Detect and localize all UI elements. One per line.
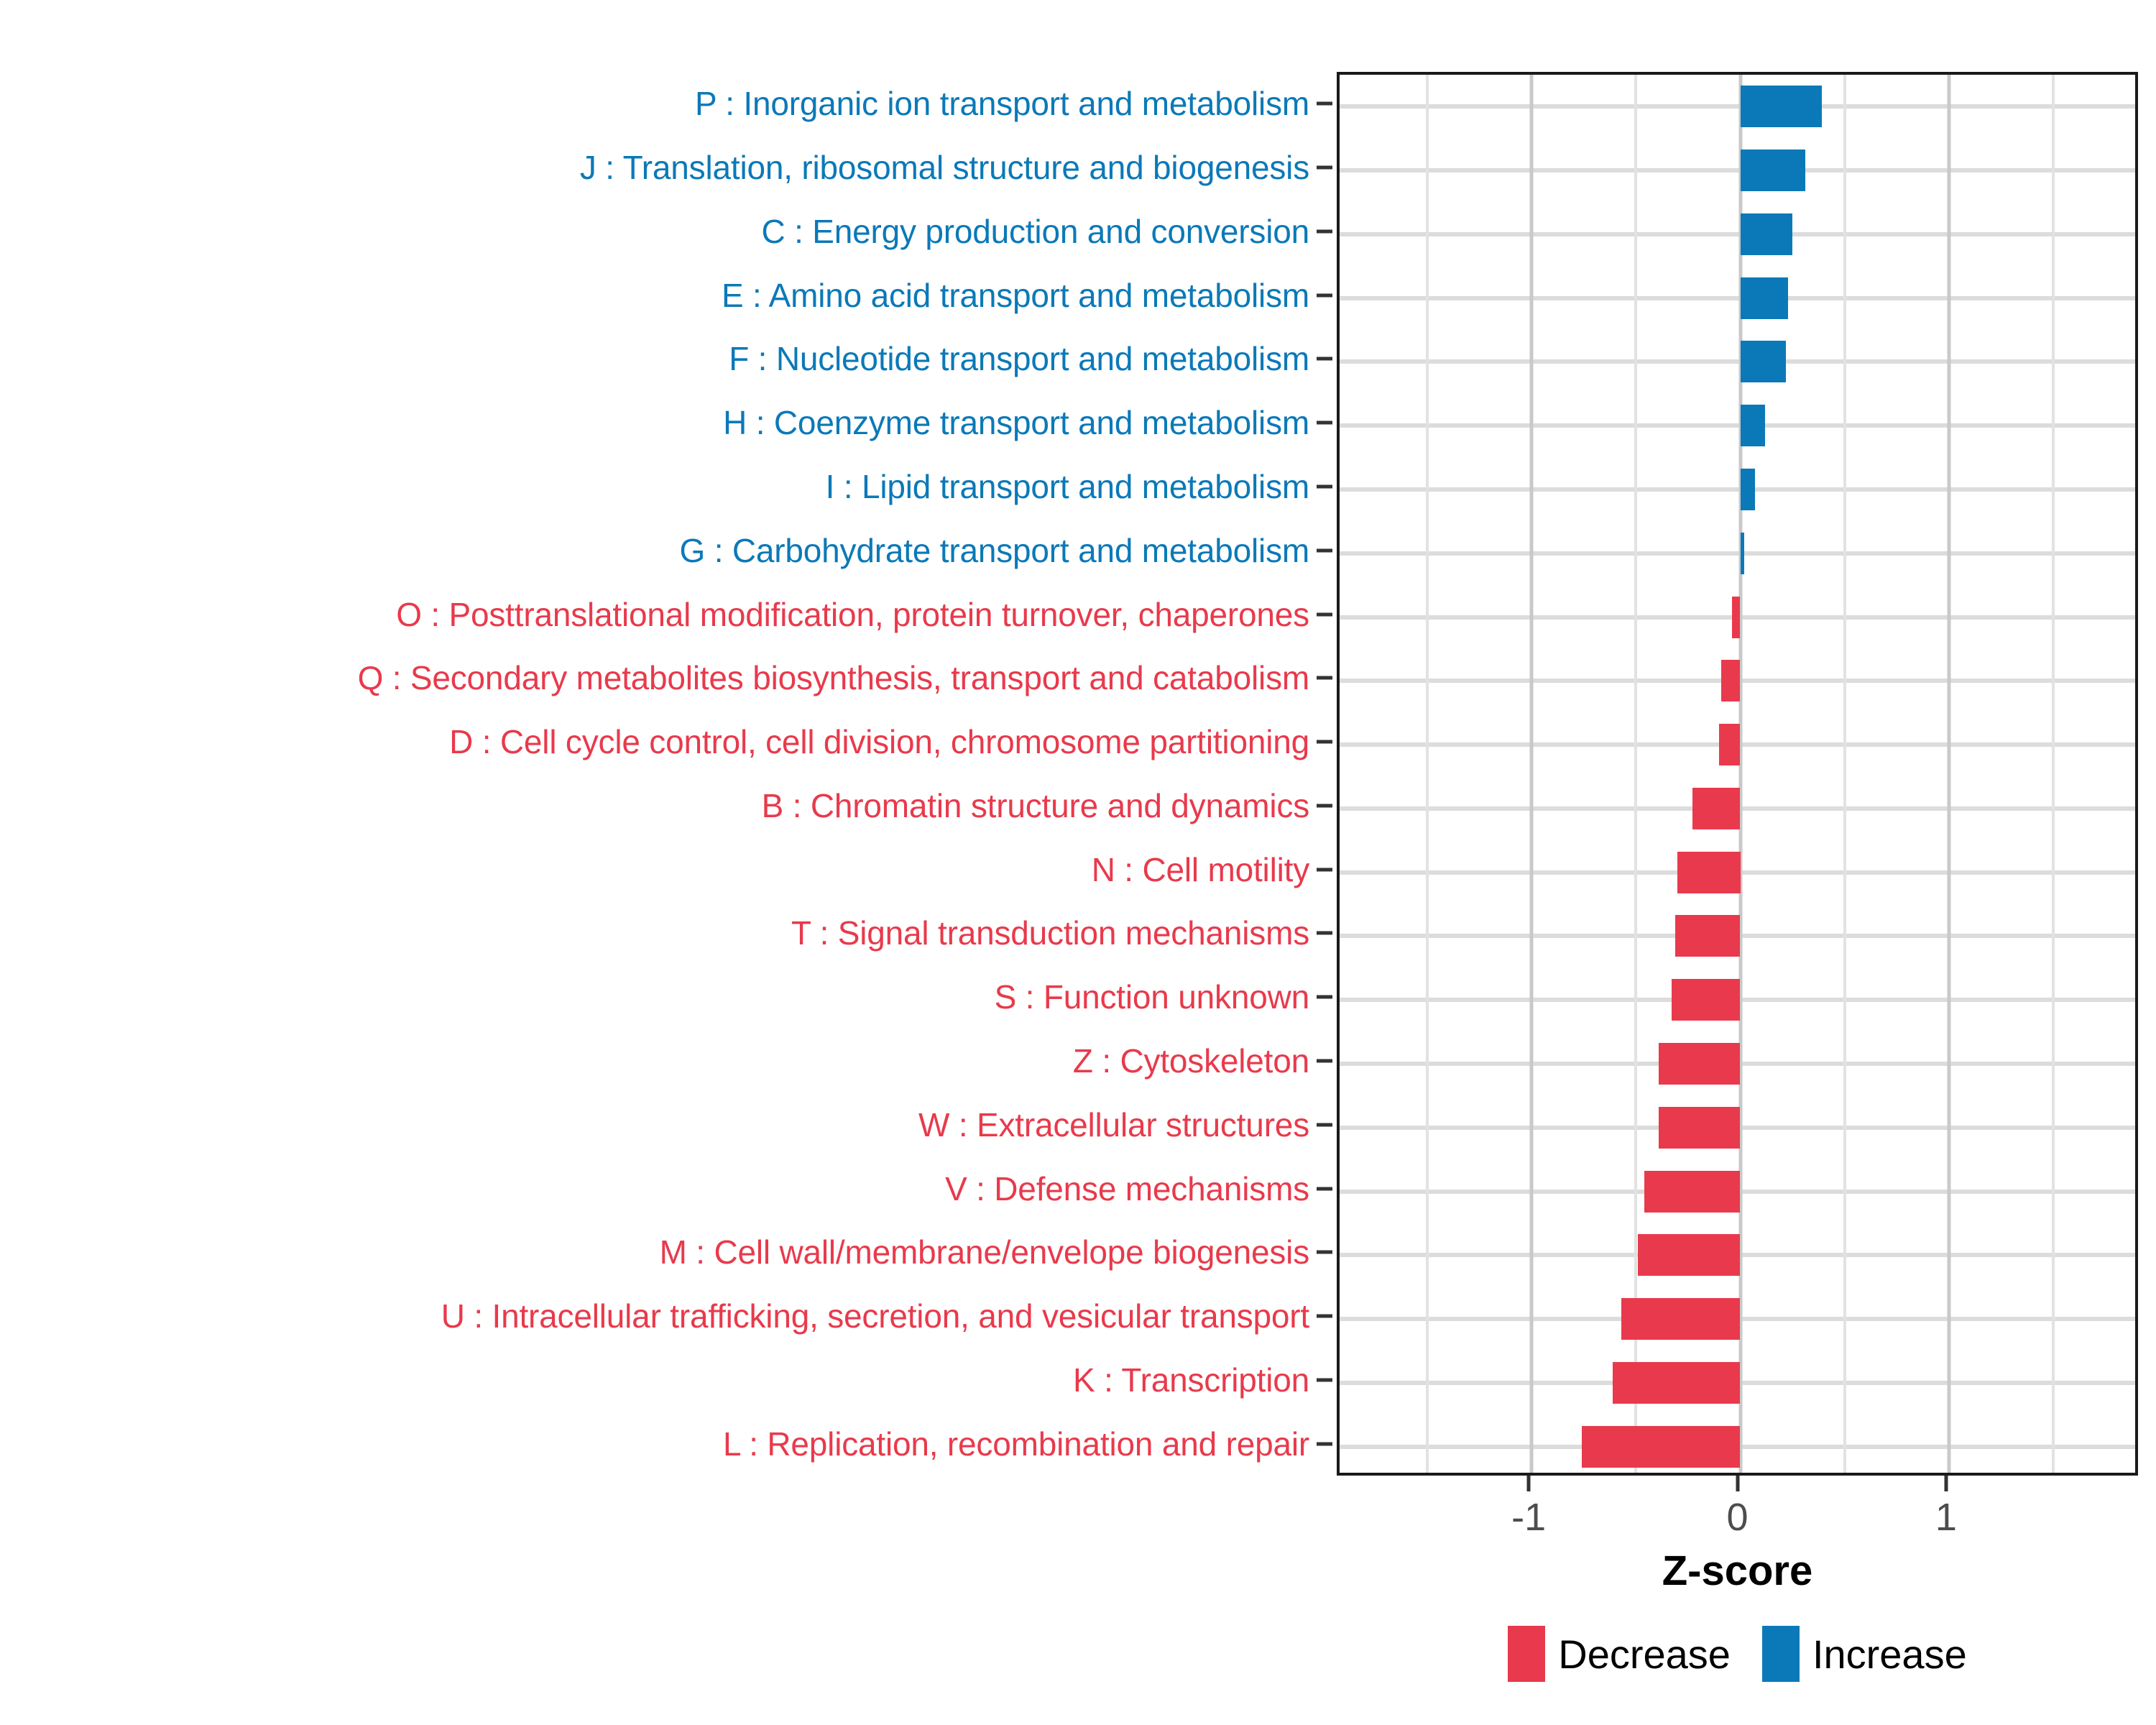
y-axis-tick bbox=[1317, 1378, 1332, 1382]
bar bbox=[1659, 1042, 1741, 1085]
y-axis-tick bbox=[1317, 1250, 1332, 1254]
y-axis-label: O : Posttranslational modification, prot… bbox=[396, 595, 1309, 633]
bar bbox=[1740, 469, 1755, 511]
y-axis-label: L : Replication, recombination and repai… bbox=[722, 1425, 1309, 1463]
x-axis-tick-label: 0 bbox=[1726, 1496, 1749, 1539]
y-axis-tick bbox=[1317, 101, 1332, 106]
y-axis-label: T : Signal transduction mechanisms bbox=[791, 914, 1309, 952]
horizontal-gridline bbox=[1340, 231, 2135, 236]
y-axis-tick bbox=[1317, 1123, 1332, 1127]
bar bbox=[1621, 1298, 1741, 1340]
y-axis-label: F : Nucleotide transport and metabolism bbox=[729, 340, 1309, 378]
y-axis-tick bbox=[1317, 1442, 1332, 1446]
y-axis-label: P : Inorganic ion transport and metaboli… bbox=[695, 85, 1309, 123]
y-axis-tick bbox=[1317, 548, 1332, 553]
legend: Decrease Increase bbox=[1337, 1626, 2138, 1682]
horizontal-gridline bbox=[1340, 423, 2135, 428]
vertical-minor-gridline bbox=[2052, 75, 2055, 1473]
bar bbox=[1677, 851, 1741, 893]
vertical-minor-gridline bbox=[1425, 75, 1429, 1473]
y-axis-label: W : Extracellular structures bbox=[918, 1105, 1309, 1144]
bar bbox=[1638, 1234, 1741, 1276]
y-axis-label: B : Chromatin structure and dynamics bbox=[761, 786, 1310, 824]
bar bbox=[1613, 1361, 1741, 1404]
x-axis-tick bbox=[1944, 1476, 1948, 1491]
y-axis-tick bbox=[1317, 1314, 1332, 1318]
vertical-minor-gridline bbox=[1843, 75, 1846, 1473]
horizontal-gridline bbox=[1340, 551, 2135, 556]
bar bbox=[1675, 915, 1741, 957]
bar bbox=[1721, 660, 1741, 702]
vertical-major-gridline bbox=[1947, 75, 1951, 1473]
bar bbox=[1740, 405, 1766, 447]
y-axis-label: G : Carbohydrate transport and metabolis… bbox=[679, 531, 1310, 569]
horizontal-gridline bbox=[1340, 104, 2135, 109]
x-axis-tick bbox=[1526, 1476, 1531, 1491]
bar bbox=[1644, 1170, 1741, 1213]
y-axis-tick bbox=[1317, 868, 1332, 872]
bar bbox=[1581, 1425, 1741, 1468]
y-axis-tick bbox=[1317, 293, 1332, 298]
bar bbox=[1740, 150, 1805, 192]
y-axis-tick bbox=[1317, 1059, 1332, 1063]
horizontal-gridline bbox=[1340, 359, 2135, 364]
x-axis-tick-label: 1 bbox=[1935, 1496, 1957, 1539]
y-axis-label: V : Defense mechanisms bbox=[945, 1169, 1309, 1208]
horizontal-gridline bbox=[1340, 295, 2135, 300]
vertical-major-gridline bbox=[1529, 75, 1534, 1473]
horizontal-gridline bbox=[1340, 487, 2135, 492]
bar bbox=[1671, 979, 1741, 1021]
bar bbox=[1740, 86, 1822, 128]
bar bbox=[1740, 277, 1789, 319]
y-axis-label: K : Transcription bbox=[1073, 1361, 1309, 1399]
y-axis-label: I : Lipid transport and metabolism bbox=[825, 468, 1310, 506]
y-axis-tick bbox=[1317, 676, 1332, 680]
bar bbox=[1740, 532, 1745, 574]
y-axis-label: Z : Cytoskeleton bbox=[1072, 1041, 1309, 1080]
bar bbox=[1719, 724, 1741, 766]
y-axis-tick bbox=[1317, 356, 1332, 361]
y-axis-label: M : Cell wall/membrane/envelope biogenes… bbox=[659, 1233, 1310, 1271]
x-axis-tick-label: -1 bbox=[1511, 1496, 1547, 1539]
y-axis-tick bbox=[1317, 1187, 1332, 1191]
y-axis-label: D : Cell cycle control, cell division, c… bbox=[449, 723, 1309, 761]
vertical-major-gridline bbox=[1738, 75, 1742, 1473]
bar bbox=[1692, 787, 1741, 829]
y-axis-label: C : Energy production and conversion bbox=[761, 212, 1310, 250]
x-axis-tick bbox=[1736, 1476, 1739, 1491]
bar bbox=[1740, 341, 1787, 383]
horizontal-gridline bbox=[1340, 168, 2135, 173]
y-axis-label: J : Translation, ribosomal structure and… bbox=[579, 149, 1309, 187]
y-axis-label: H : Coenzyme transport and metabolism bbox=[723, 404, 1309, 442]
legend-label: Decrease bbox=[1558, 1631, 1731, 1677]
legend-entry-dec[interactable]: Decrease bbox=[1508, 1626, 1731, 1682]
legend-label: Increase bbox=[1812, 1631, 1967, 1677]
y-axis-label: U : Intracellular trafficking, secretion… bbox=[441, 1297, 1309, 1335]
y-axis-label: N : Cell motility bbox=[1091, 850, 1310, 888]
legend-entry-inc[interactable]: Increase bbox=[1761, 1626, 1967, 1682]
x-axis-title: Z-score bbox=[1662, 1547, 1813, 1594]
y-axis-tick bbox=[1317, 804, 1332, 808]
legend-swatch-dec bbox=[1508, 1626, 1546, 1682]
plot-panel bbox=[1337, 72, 2138, 1476]
y-axis-label: Q : Secondary metabolites biosynthesis, … bbox=[357, 659, 1310, 697]
y-axis-tick bbox=[1317, 740, 1332, 744]
vertical-minor-gridline bbox=[1634, 75, 1638, 1473]
y-axis-tick bbox=[1317, 229, 1332, 234]
y-axis-tick bbox=[1317, 931, 1332, 935]
y-axis-category-labels: P : Inorganic ion transport and metaboli… bbox=[0, 72, 1332, 1476]
bar bbox=[1740, 213, 1793, 255]
bar bbox=[1731, 596, 1741, 638]
y-axis-tick bbox=[1317, 612, 1332, 617]
bar bbox=[1659, 1106, 1741, 1149]
legend-swatch-inc bbox=[1761, 1626, 1800, 1682]
y-axis-tick bbox=[1317, 484, 1332, 489]
y-axis-label: S : Function unknown bbox=[994, 978, 1310, 1016]
y-axis-label: E : Amino acid transport and metabolism bbox=[721, 276, 1309, 314]
y-axis-tick bbox=[1317, 165, 1332, 170]
y-axis-tick bbox=[1317, 995, 1332, 999]
y-axis-tick bbox=[1317, 420, 1332, 425]
